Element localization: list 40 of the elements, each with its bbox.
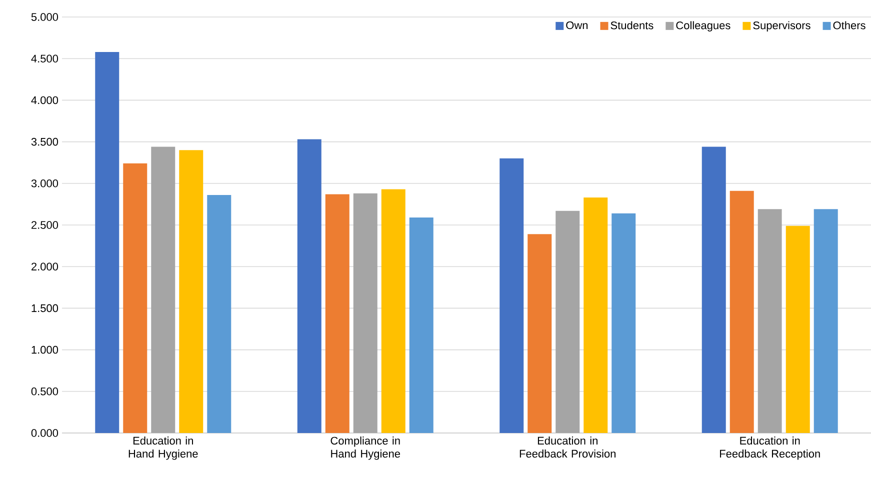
bar	[528, 234, 552, 433]
bar	[500, 158, 524, 433]
legend-label: Students	[610, 21, 654, 30]
x-tick-label: Compliance in Hand Hygiene	[330, 436, 400, 460]
y-tick-label: 4.500	[31, 54, 58, 62]
bar	[207, 195, 232, 433]
bar	[179, 150, 204, 433]
x-tick-label: Education in Feedback Reception	[720, 436, 820, 460]
bar	[409, 218, 434, 433]
x-tick-label: Education in Hand Hygiene	[128, 436, 198, 460]
bar	[381, 189, 406, 433]
bar	[584, 198, 608, 433]
y-tick-label: 0.500	[31, 388, 58, 396]
bar	[123, 163, 148, 433]
y-tick-label: 2.500	[32, 221, 58, 229]
bar	[730, 190, 754, 433]
y-tick-label: 5.000	[31, 13, 58, 21]
y-tick-label: 1.000	[32, 346, 58, 354]
y-tick-label: 0.000	[31, 429, 58, 437]
legend-label: Own	[566, 21, 588, 30]
bar	[556, 210, 580, 433]
y-tick-label: 3.500	[31, 138, 58, 146]
bar	[814, 209, 838, 433]
legend-label: Supervisors	[753, 21, 810, 32]
bar	[758, 209, 782, 433]
bar	[702, 146, 726, 433]
y-tick-label: 2.000	[32, 262, 58, 270]
legend-label: Others	[833, 21, 866, 30]
y-tick-label: 1.500	[32, 304, 58, 312]
bar	[151, 146, 176, 433]
legend-label: Colleagues	[676, 21, 730, 32]
bar	[95, 52, 120, 433]
bar	[786, 226, 810, 433]
bar	[325, 194, 350, 433]
x-tick-label: Education in Feedback Provision	[520, 436, 616, 458]
bar	[353, 193, 378, 433]
y-tick-label: 3.000	[31, 180, 58, 188]
y-tick-label: 4.000	[31, 96, 58, 104]
bar	[612, 213, 636, 433]
bar	[297, 139, 322, 433]
